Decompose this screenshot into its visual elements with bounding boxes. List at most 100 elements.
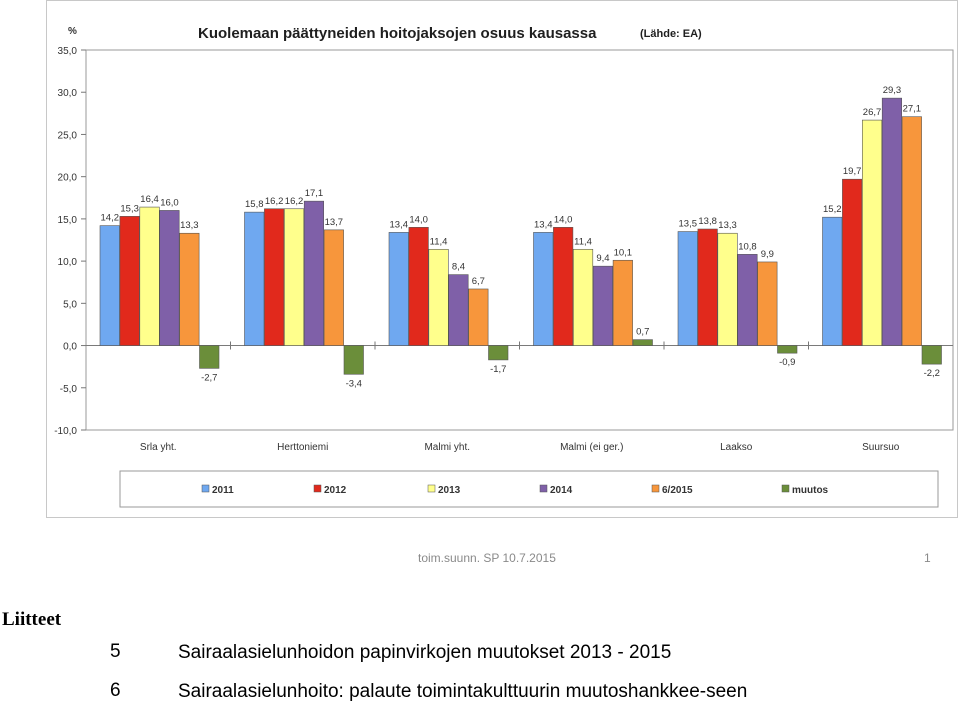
y-tick-label: -5,0 [60, 384, 78, 395]
bar [468, 288, 489, 346]
y-tick-label: 0,0 [63, 342, 77, 353]
bar [632, 339, 653, 346]
legend-swatch [539, 484, 548, 493]
bar [244, 211, 265, 346]
x-tick-label: Srla yht. [140, 442, 177, 453]
bar [179, 232, 200, 346]
bar [139, 206, 160, 346]
data-label: 17,1 [305, 188, 324, 199]
y-tick-label: 30,0 [58, 88, 78, 99]
data-label: 14,0 [554, 214, 573, 225]
bar [677, 231, 698, 346]
legend-label: 2012 [324, 485, 347, 496]
bar [553, 227, 574, 346]
y-tick-label: 25,0 [58, 130, 78, 141]
x-tick-label: Herttoniemi [277, 442, 328, 453]
bar [822, 216, 843, 346]
bar [737, 254, 758, 346]
data-label: -2,7 [201, 372, 217, 383]
bar [264, 208, 285, 346]
bar [533, 232, 554, 346]
footer-text: toim.suunn. SP 10.7.2015 [418, 551, 556, 565]
data-label: 9,9 [761, 249, 774, 260]
y-tick-label: -10,0 [54, 426, 77, 437]
data-label: 16,4 [140, 194, 159, 205]
data-label: 29,3 [883, 85, 902, 96]
legend-label: muutos [792, 485, 829, 496]
bar [757, 261, 778, 346]
bar [488, 345, 509, 361]
chart-title: Kuolemaan päättyneiden hoitojaksojen osu… [198, 25, 597, 42]
data-label: 13,7 [325, 217, 344, 228]
chart-source-note: (Lähde: EA) [640, 28, 702, 40]
data-label: 13,4 [390, 219, 409, 230]
data-label: 0,7 [636, 327, 649, 338]
bar [842, 178, 863, 346]
legend-label: 2011 [212, 485, 234, 496]
data-label: 15,2 [823, 204, 842, 215]
bar [717, 232, 738, 346]
bar [612, 259, 633, 346]
data-label: 8,4 [452, 262, 465, 273]
data-label: 26,7 [863, 107, 882, 118]
data-label: 10,1 [614, 247, 633, 258]
x-tick-label: Suursuo [862, 442, 900, 453]
bar [119, 216, 140, 346]
bar [777, 345, 798, 354]
plot-area [85, 49, 954, 431]
data-label: 13,4 [534, 219, 553, 230]
bar [408, 227, 429, 346]
legend-swatch [781, 484, 790, 493]
data-label: -2,2 [924, 368, 940, 379]
legend-label: 2013 [438, 485, 461, 496]
attachment-title: Sairaalasielunhoidon papinvirkojen muuto… [178, 642, 672, 663]
data-label: -1,7 [490, 364, 506, 375]
data-label: 15,8 [245, 199, 264, 210]
data-label: 27,1 [903, 104, 922, 115]
bar [697, 228, 718, 346]
data-label: 16,2 [265, 196, 284, 207]
bar [921, 345, 942, 365]
data-label: 15,3 [120, 203, 139, 214]
attachment-title: Sairaalasielunhoito: palaute toimintakul… [178, 681, 748, 702]
x-tick-label: Malmi yht. [424, 442, 470, 453]
data-label: -0,9 [779, 357, 795, 368]
legend-swatch [427, 484, 436, 493]
data-label: 10,8 [738, 241, 757, 252]
bar-chart: Kuolemaan päättyneiden hoitojaksojen osu… [54, 25, 954, 508]
footer-page-number: 1 [924, 551, 931, 565]
y-tick-label: 15,0 [58, 215, 78, 226]
attachment-number: 6 [110, 680, 121, 701]
attachments-heading: Liitteet [2, 609, 62, 630]
bar [861, 119, 883, 346]
legend-swatch [313, 484, 322, 493]
x-tick-label: Laakso [720, 442, 753, 453]
bar [881, 97, 903, 346]
bar [99, 225, 120, 346]
bar [448, 274, 469, 346]
data-label: 14,0 [409, 214, 428, 225]
y-tick-label: 35,0 [58, 46, 78, 57]
data-label: -3,4 [346, 378, 362, 389]
bar [428, 248, 449, 346]
data-label: 16,0 [160, 197, 179, 208]
data-label: 13,5 [679, 219, 698, 230]
x-tick-label: Malmi (ei ger.) [560, 442, 623, 453]
data-label: 11,4 [574, 236, 592, 247]
bar [199, 345, 220, 369]
data-label: 6,7 [472, 276, 485, 287]
data-label: 19,7 [843, 166, 862, 177]
attachment-number: 5 [110, 641, 121, 662]
bar [159, 210, 180, 346]
bar [388, 232, 409, 346]
bar [592, 265, 614, 346]
bar [283, 208, 305, 346]
bar [572, 248, 594, 346]
bar [343, 345, 364, 375]
legend-label: 2014 [550, 485, 573, 496]
data-label: 9,4 [596, 253, 609, 264]
legend-box [119, 470, 939, 508]
y-axis-label: % [68, 26, 77, 37]
y-tick-label: 20,0 [58, 173, 78, 184]
legend-swatch [651, 484, 660, 493]
